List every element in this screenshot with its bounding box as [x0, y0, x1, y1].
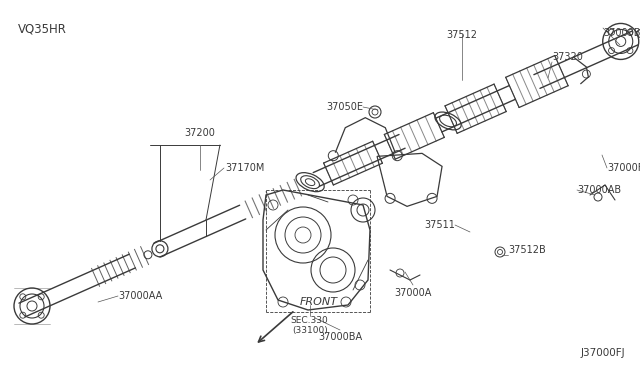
Text: VQ35HR: VQ35HR: [18, 22, 67, 35]
Text: 37000AA: 37000AA: [118, 291, 163, 301]
Text: 37320: 37320: [552, 52, 583, 62]
Text: J37000FJ: J37000FJ: [580, 348, 625, 358]
Text: 37512B: 37512B: [508, 245, 546, 255]
Text: 37200: 37200: [184, 128, 216, 138]
Text: 37512: 37512: [447, 30, 477, 40]
Text: 37000AB: 37000AB: [577, 185, 621, 195]
Text: 37050E: 37050E: [326, 102, 363, 112]
Text: 37170M: 37170M: [225, 163, 264, 173]
Text: 37000A: 37000A: [394, 288, 432, 298]
Text: 37000F: 37000F: [607, 163, 640, 173]
Text: FRONT: FRONT: [300, 297, 338, 307]
Text: 37511: 37511: [424, 220, 455, 230]
Text: 37000BA: 37000BA: [318, 332, 362, 342]
Text: 37000B: 37000B: [603, 28, 640, 38]
Text: SEC.330
(33100): SEC.330 (33100): [291, 316, 328, 336]
